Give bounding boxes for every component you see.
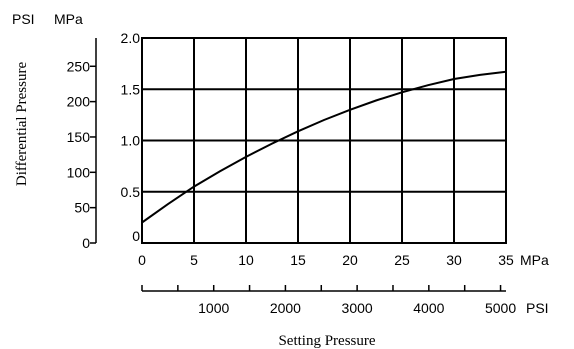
chart-grid (141, 37, 507, 244)
tick-labels: 0 50 100 150 200 250 0 0.5 1.0 1.5 2.0 0 5 10 15 20 25 30… (67, 30, 517, 316)
x-tick-label-psi: 1000 (198, 300, 229, 316)
y-tick-label-psi: 0 (82, 235, 90, 251)
x-tick-label-mpa: 20 (342, 252, 358, 268)
x-axis-title: Setting Pressure (278, 333, 375, 349)
y-tick-label-psi: 100 (67, 164, 91, 180)
y-tick-label-mpa: 2.0 (121, 30, 141, 46)
x-tick-label-psi: 3000 (342, 300, 373, 316)
x-tick-label-psi: 4000 (413, 300, 444, 316)
x-tick-label-mpa: 5 (190, 252, 198, 268)
x-tick-label-psi: 2000 (270, 300, 301, 316)
x-tick-label-mpa: 0 (138, 252, 146, 268)
x-unit-mpa: MPa (520, 252, 549, 268)
y-tick-label-mpa: 1.5 (121, 81, 141, 97)
y-tick-label-psi: 200 (67, 94, 91, 110)
y-unit-mpa: MPa (54, 11, 83, 27)
chart-axes (90, 38, 506, 292)
x-tick-label-mpa: 35 (498, 252, 514, 268)
y-tick-label-psi: 50 (74, 200, 90, 216)
x-tick-label-mpa: 30 (446, 252, 462, 268)
y-tick-label-psi: 250 (67, 58, 91, 74)
x-tick-label-mpa: 10 (238, 252, 254, 268)
y-tick-label-mpa: 0.5 (121, 184, 141, 200)
x-tick-label-mpa: 15 (290, 252, 306, 268)
x-tick-label-psi: 5000 (485, 300, 516, 316)
x-unit-psi: PSI (526, 300, 549, 316)
series-line (141, 70, 507, 224)
y-tick-label-psi: 150 (67, 129, 91, 145)
y-tick-label-mpa: 0 (132, 228, 140, 244)
y-axis-title: Differential Pressure (14, 62, 30, 187)
x-tick-label-mpa: 25 (394, 252, 410, 268)
y-tick-label-mpa: 1.0 (121, 133, 141, 149)
y-unit-psi: PSI (12, 11, 35, 27)
